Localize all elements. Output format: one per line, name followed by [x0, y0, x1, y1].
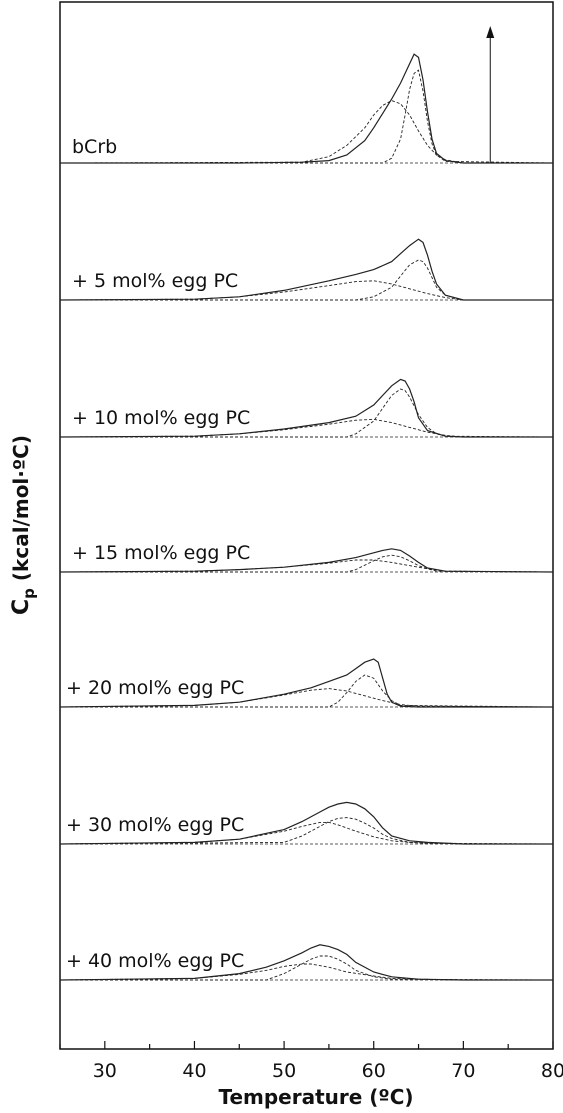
x-tick-label: 80: [541, 1060, 563, 1082]
x-tick-label: 40: [182, 1060, 206, 1082]
deconvolved-component: [60, 554, 554, 573]
deconvolved-component: [60, 69, 554, 164]
y-axis-title-rest: (kcal/mol·ºC): [9, 435, 33, 588]
trace-label: + 20 mol% egg PC: [66, 677, 244, 699]
measured-trace: [59, 378, 553, 438]
trace-7: [59, 944, 554, 981]
trace-label: + 30 mol% egg PC: [66, 814, 244, 836]
arrow-head: [486, 26, 495, 38]
trace-label: + 15 mol% egg PC: [72, 542, 250, 564]
svg-text:Cp (kcal/mol·ºC): Cp (kcal/mol·ºC): [9, 435, 38, 615]
measured-trace: [59, 548, 554, 573]
trace-label: + 10 mol% egg PC: [72, 407, 250, 429]
y-axis-title-sub: p: [20, 588, 38, 599]
deconvolved-component: [59, 817, 554, 845]
deconvolved-component: [60, 955, 554, 981]
x-axis: 30 40 50 60 70 80: [59, 1041, 563, 1082]
measured-trace: [59, 944, 553, 981]
deconvolved-component: [60, 674, 554, 708]
trace-4: [59, 548, 554, 573]
scale-arrow: [486, 26, 495, 163]
trace-6: [59, 801, 554, 845]
traces: [59, 53, 554, 981]
trace-label: + 40 mol% egg PC: [66, 950, 244, 972]
deconvolved-component: [59, 100, 553, 164]
trace-label: bCrb: [72, 136, 117, 158]
x-tick-label: 30: [93, 1060, 117, 1082]
trace-label: + 5 mol% egg PC: [72, 270, 238, 292]
x-tick-label: 70: [451, 1060, 475, 1082]
measured-trace: [59, 238, 553, 301]
trace-2: [59, 238, 553, 301]
measured-trace: [59, 801, 553, 845]
trace-5: [59, 658, 554, 708]
x-tick-label: 50: [272, 1060, 296, 1082]
y-axis-title: Cp (kcal/mol·ºC): [9, 435, 38, 615]
x-tick-label: 60: [362, 1060, 386, 1082]
trace-3: [59, 378, 554, 438]
y-axis-title-main: C: [9, 599, 34, 615]
trace-1: [59, 53, 554, 164]
measured-trace: [60, 53, 553, 164]
trace-labels: bCrb + 5 mol% egg PC + 10 mol% egg PC + 15 …: [66, 136, 250, 972]
x-axis-title: Temperature (ºC): [218, 1085, 413, 1109]
measured-trace: [59, 658, 553, 708]
plot-frame: [59, 1, 554, 1050]
